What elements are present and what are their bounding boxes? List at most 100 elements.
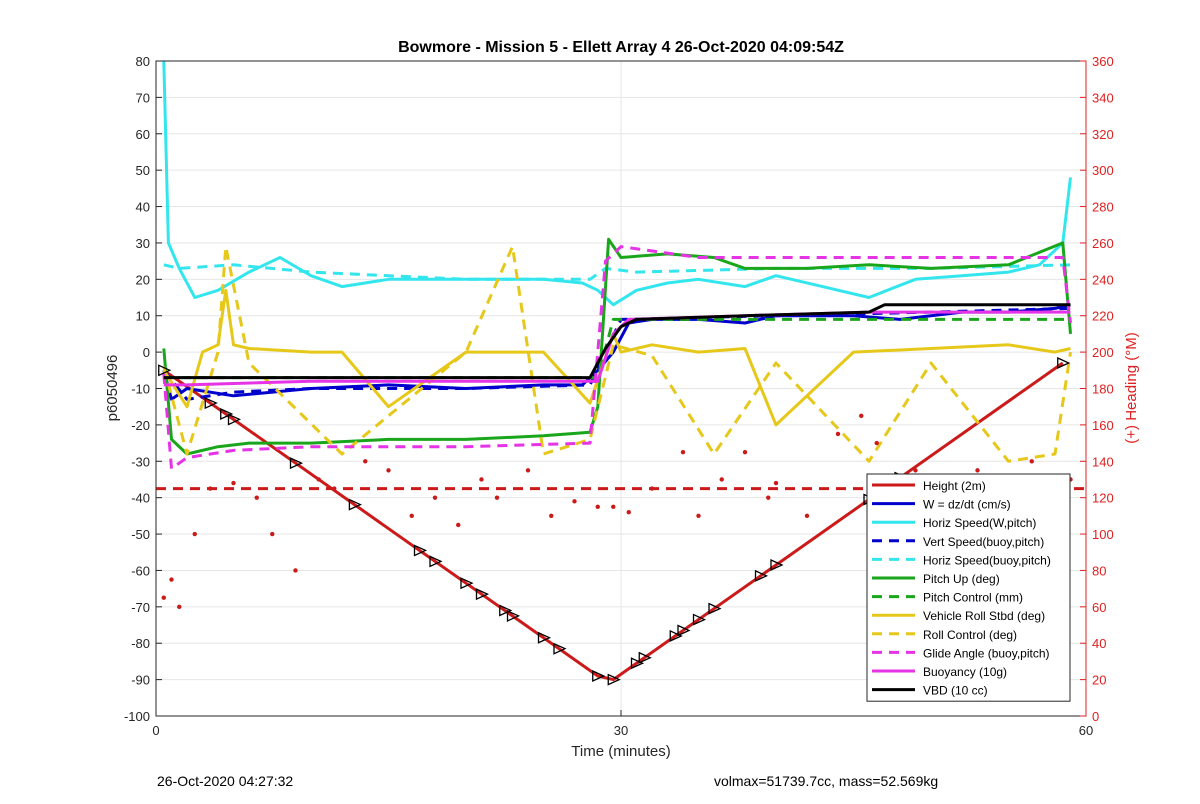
heading-point <box>611 504 616 509</box>
heading-point <box>525 468 531 473</box>
y2-tick-label: 220 <box>1092 309 1114 324</box>
y-tick-label: -40 <box>131 491 150 506</box>
legend-entry: Pitch Up (deg) <box>923 572 1000 586</box>
y2-tick-label: 40 <box>1092 636 1106 651</box>
heading-point <box>192 531 197 537</box>
y2-axis-label: (+) Heading (°M) <box>1123 332 1140 443</box>
y-tick-label: 20 <box>136 272 150 287</box>
footer-timestamp: 26-Oct-2020 04:27:32 <box>157 773 294 789</box>
heading-point <box>270 531 275 537</box>
height-marker <box>754 569 769 582</box>
legend-entry: Roll Control (deg) <box>923 628 1017 642</box>
series-line-9 <box>162 245 1072 471</box>
heading-point <box>859 413 864 418</box>
heading-point <box>719 477 724 482</box>
axes: -100-90-80-70-60-50-40-30-20-10010203040… <box>124 54 1114 738</box>
y2-tick-label: 200 <box>1092 345 1114 360</box>
height-marker <box>607 673 621 686</box>
series-line-0 <box>162 361 1064 682</box>
y-tick-label: -30 <box>131 454 150 469</box>
heading-point <box>696 513 701 519</box>
x-tick-label: 60 <box>1079 723 1093 738</box>
heading-point <box>208 486 213 491</box>
heading-point <box>231 480 236 486</box>
legend-entry: VBD (10 cc) <box>923 684 988 698</box>
heading-point <box>479 477 484 482</box>
y2-tick-label: 80 <box>1092 563 1106 578</box>
heading-point <box>572 499 577 504</box>
y2-tick-label: 120 <box>1092 491 1114 506</box>
y-tick-label: 80 <box>136 54 150 69</box>
y-tick-label: 50 <box>136 163 150 178</box>
x-tick-label: 0 <box>152 723 159 738</box>
y-tick-label: -80 <box>131 636 150 651</box>
y2-tick-label: 20 <box>1092 673 1106 688</box>
legend-box <box>866 473 1071 702</box>
y-tick-label: 0 <box>143 345 150 360</box>
heading-point <box>649 486 655 491</box>
heading-point <box>316 477 321 482</box>
heading-point <box>835 431 841 437</box>
chart-title: Bowmore - Mission 5 - Ellett Array 4 26-… <box>398 39 844 56</box>
height-marker <box>638 651 652 664</box>
heading-point <box>386 468 391 473</box>
heading-point <box>332 486 337 491</box>
y-tick-label: -20 <box>131 418 150 433</box>
legend-entry: Height (2m) <box>923 479 986 493</box>
height-marker <box>537 631 552 644</box>
y2-tick-label: 60 <box>1092 600 1106 615</box>
height-marker <box>708 602 722 615</box>
y-tick-label: 70 <box>136 90 150 105</box>
series-line-1 <box>162 303 1071 401</box>
y-tick-label: 60 <box>136 127 150 142</box>
y-tick-label: -90 <box>131 673 150 688</box>
heading-point <box>1029 459 1034 464</box>
heading-point <box>169 577 174 582</box>
y-tick-label: -50 <box>131 527 150 542</box>
legend: Height (2m) W = dz/dt (cm/s) Horiz Speed(W… <box>866 473 1071 702</box>
heading-point <box>549 513 554 519</box>
y2-tick-label: 280 <box>1092 200 1114 215</box>
height-marker <box>289 457 304 470</box>
height-marker <box>669 629 683 642</box>
legend-entry: Vert Speed(buoy,pitch) <box>923 535 1044 549</box>
height-marker <box>692 613 707 626</box>
y2-tick-label: 260 <box>1092 236 1114 251</box>
heading-point <box>742 449 748 455</box>
heading-point <box>766 495 771 500</box>
y2-tick-label: 180 <box>1092 382 1114 397</box>
height-marker <box>553 642 567 655</box>
y2-tick-label: 240 <box>1092 272 1114 287</box>
x-axis-label: Time (minutes) <box>571 743 670 760</box>
series-line-5 <box>162 237 1072 456</box>
heading-point <box>161 595 166 600</box>
x-tick-label: 30 <box>614 723 628 738</box>
y2-tick-label: 140 <box>1092 454 1114 469</box>
legend-entry: Vehicle Roll Stbd (deg) <box>923 609 1045 623</box>
y2-tick-label: 300 <box>1092 163 1114 178</box>
height-marker <box>499 604 513 617</box>
heading-point <box>626 510 631 515</box>
height-marker <box>158 364 172 377</box>
heading-point <box>773 480 779 486</box>
legend-entry: Glide Angle (buoy,pitch) <box>923 646 1050 660</box>
height-marker <box>677 624 691 637</box>
heading-point <box>913 468 918 473</box>
height-marker <box>506 609 521 622</box>
height-marker <box>1057 357 1071 370</box>
heading-point <box>680 449 686 455</box>
y-axis-label: p6050496 <box>104 355 121 422</box>
footer-volmax-mass: volmax=51739.7cc, mass=52.569kg <box>714 773 939 789</box>
height-marker <box>475 588 490 601</box>
heading-point <box>293 568 298 573</box>
series-line-8 <box>162 245 1072 463</box>
y2-tick-label: 100 <box>1092 527 1114 542</box>
heading-point <box>177 604 182 610</box>
height-marker <box>227 413 242 426</box>
legend-entry: Horiz Speed(W,pitch) <box>923 516 1036 530</box>
height-marker <box>460 577 474 590</box>
series-line-11 <box>163 303 1071 380</box>
height-marker <box>770 558 784 571</box>
heading-point <box>363 459 368 464</box>
heading-point <box>494 495 500 500</box>
